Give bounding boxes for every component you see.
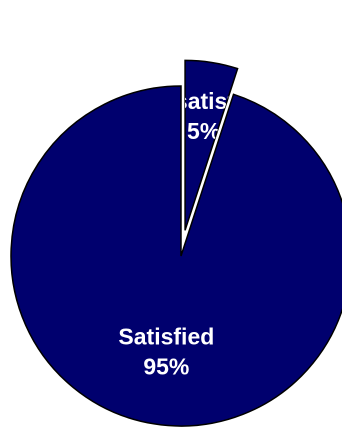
slice-label-satisfied: Satisfied [118,323,214,349]
pie-slice-satisfied [10,85,342,427]
slice-value-satisfied: 95% [143,353,189,379]
pie-slices [10,59,342,427]
pie-slice-dissatisfied [184,59,239,231]
slice-value-dissatisfied: 5% [187,118,220,144]
